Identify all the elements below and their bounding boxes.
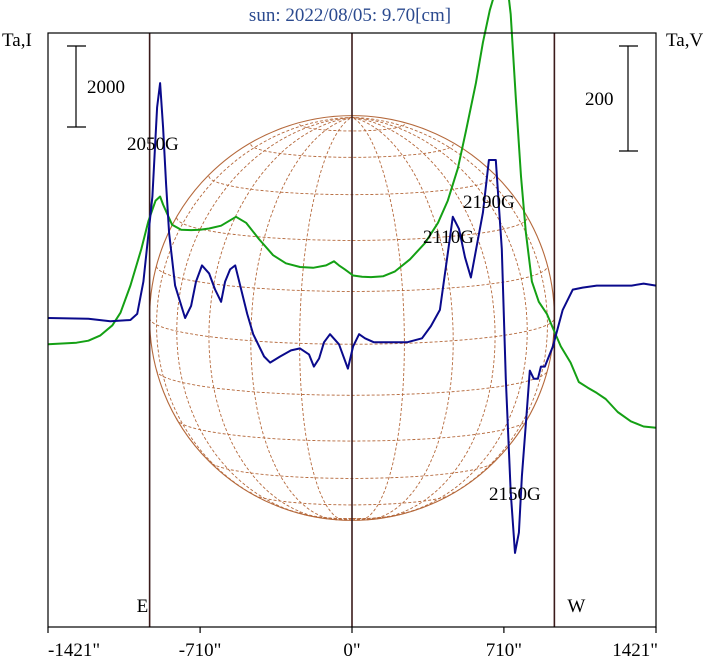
x-axis-ticks: -1421" -710" 0" 710" 1421" — [47, 627, 658, 661]
longitude-line — [351, 116, 454, 521]
latitude-line — [250, 491, 454, 506]
left-scale-value: 2000 — [87, 77, 125, 98]
left-scale-bar: 2000 — [67, 45, 125, 128]
annotation-2150g: 2150G — [489, 484, 541, 505]
chart-title: sun: 2022/08/05: 9.70[cm] — [249, 5, 451, 26]
x-tick-label: 0" — [343, 640, 360, 661]
series-layer — [47, 0, 657, 554]
series-line-polarization — [47, 82, 657, 554]
latitude-line — [176, 418, 528, 442]
right-scale-bar: 200 — [585, 45, 638, 152]
right-axis-label: Ta,V — [666, 30, 703, 51]
annotation-2050g: 2050G — [127, 134, 179, 155]
limb-label-e: E — [137, 596, 149, 617]
series-line-intensity — [47, 0, 657, 429]
right-scale-value: 200 — [585, 89, 614, 110]
peak-annotations: 2050G 2110G 2190G 2150G — [127, 134, 541, 505]
x-tick-label: 710" — [486, 640, 522, 661]
latitude-line — [250, 144, 454, 158]
x-tick-label: -710" — [179, 640, 222, 661]
limb-label-w: W — [567, 596, 585, 617]
annotation-2110g: 2110G — [423, 227, 474, 248]
x-tick-label: 1421" — [612, 640, 658, 661]
left-axis-label: Ta,I — [2, 30, 32, 51]
longitude-line — [250, 116, 353, 521]
annotation-2190g: 2190G — [463, 192, 515, 213]
x-tick-label: -1421" — [48, 640, 100, 661]
